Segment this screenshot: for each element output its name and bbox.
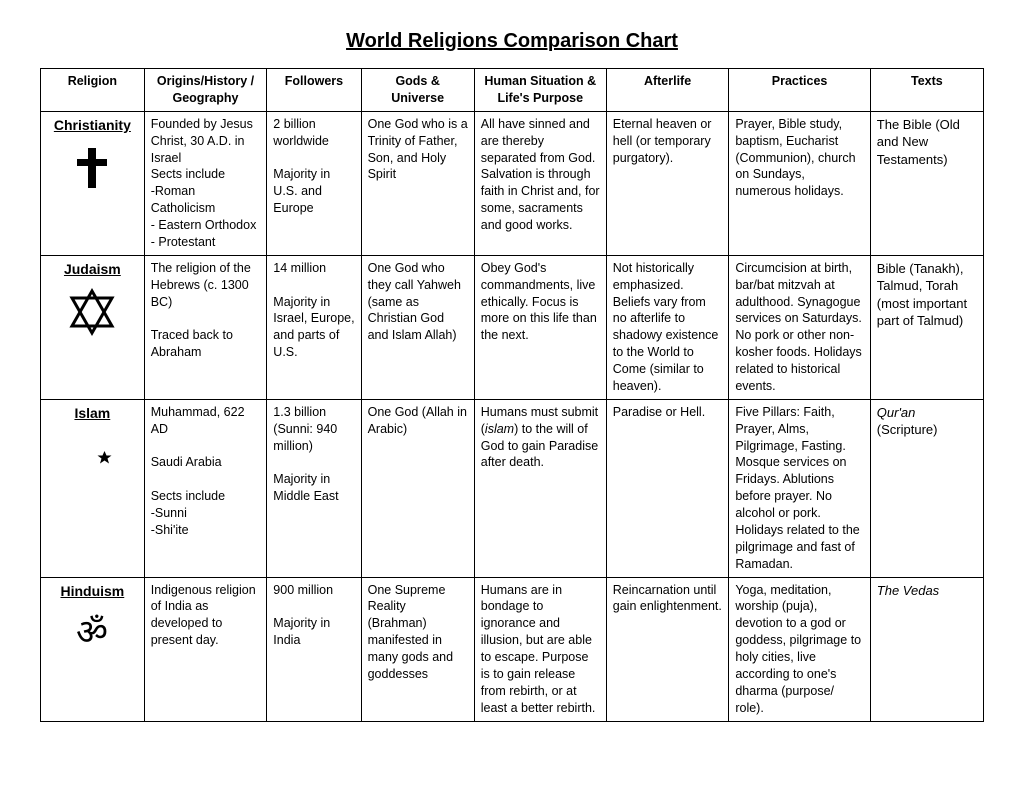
religion-cell: Hinduism (41, 577, 145, 721)
origins-cell: Founded by Jesus Christ, 30 A.D. in Isra… (144, 111, 267, 255)
practices-cell: Prayer, Bible study, baptism, Eucharist … (729, 111, 870, 255)
followers-cell: 2 billion worldwideMajority in U.S. and … (267, 111, 361, 255)
religion-name: Hinduism (47, 582, 138, 601)
table-row: Christianity Founded by Jesus Christ, 30 … (41, 111, 984, 255)
star-of-david-icon (67, 287, 117, 337)
texts-cell: Bible (Tanakh), Talmud, Torah (most impo… (870, 255, 983, 399)
religion-cell: Islam (41, 399, 145, 577)
followers-cell: 14 millionMajority in Israel, Europe, an… (267, 255, 361, 399)
col-gods: Gods & Universe (361, 69, 474, 112)
col-texts: Texts (870, 69, 983, 112)
followers-cell: 900 millionMajority in India (267, 577, 361, 721)
human-cell: Obey God's commandments, live ethically.… (474, 255, 606, 399)
col-practices: Practices (729, 69, 870, 112)
practices-cell: Circumcision at birth, bar/bat mitzvah a… (729, 255, 870, 399)
texts-cell: The Vedas (870, 577, 983, 721)
col-origins: Origins/History / Geography (144, 69, 267, 112)
gods-cell: One God (Allah in Arabic) (361, 399, 474, 577)
religion-name: Islam (47, 404, 138, 423)
afterlife-cell: Eternal heaven or hell (or temporary pur… (606, 111, 729, 255)
practices-cell: Yoga, meditation, worship (puja), devoti… (729, 577, 870, 721)
afterlife-cell: Reincarnation until gain enlightenment. (606, 577, 729, 721)
afterlife-cell: Not historically emphasized. Beliefs var… (606, 255, 729, 399)
origins-cell: The religion of the Hebrews (c. 1300 BC)… (144, 255, 267, 399)
col-human: Human Situation & Life's Purpose (474, 69, 606, 112)
gods-cell: One God who is a Trinity of Father, Son,… (361, 111, 474, 255)
texts-cell: The Bible (Old and New Testaments) (870, 111, 983, 255)
religion-cell: Christianity (41, 111, 145, 255)
origins-cell: Muhammad, 622 ADSaudi ArabiaSects includ… (144, 399, 267, 577)
header-row: Religion Origins/History / Geography Fol… (41, 69, 984, 112)
human-cell: All have sinned and are thereby separate… (474, 111, 606, 255)
origins-cell: Indigenous religion of India as develope… (144, 577, 267, 721)
religion-cell: Judaism (41, 255, 145, 399)
gods-cell: One Supreme Reality (Brahman) manifested… (361, 577, 474, 721)
religion-name: Christianity (47, 116, 138, 135)
col-religion: Religion (41, 69, 145, 112)
table-body: Christianity Founded by Jesus Christ, 30 … (41, 111, 984, 721)
followers-cell: 1.3 billion (Sunni: 940 million)Majority… (267, 399, 361, 577)
gods-cell: One God who they call Yahweh (same as Ch… (361, 255, 474, 399)
crescent-icon (67, 431, 117, 481)
afterlife-cell: Paradise or Hell. (606, 399, 729, 577)
human-cell: Humans are in bondage to ignorance and i… (474, 577, 606, 721)
table-row: Islam Muhammad, 622 ADSaudi ArabiaSects i… (41, 399, 984, 577)
table-row: Hinduism Indigenous religion of India as … (41, 577, 984, 721)
col-afterlife: Afterlife (606, 69, 729, 112)
comparison-table: Religion Origins/History / Geography Fol… (40, 68, 984, 722)
texts-cell: Qur'an (Scripture) (870, 399, 983, 577)
cross-icon (67, 143, 117, 193)
practices-cell: Five Pillars: Faith, Prayer, Alms, Pilgr… (729, 399, 870, 577)
page-title: World Religions Comparison Chart (40, 30, 984, 53)
human-cell: Humans must submit (islam) to the will o… (474, 399, 606, 577)
religion-name: Judaism (47, 260, 138, 279)
col-followers: Followers (267, 69, 361, 112)
om-icon (67, 608, 117, 658)
table-row: Judaism The religion of the Hebrews (c. 1… (41, 255, 984, 399)
